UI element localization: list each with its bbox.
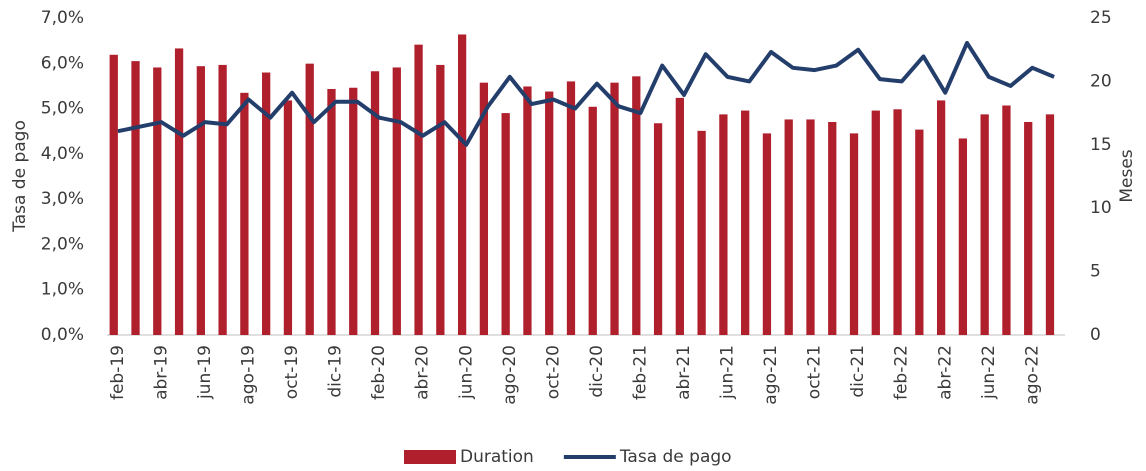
bar — [283, 100, 293, 335]
bar — [675, 97, 684, 335]
x-tick-label: abr-22 — [935, 345, 955, 400]
x-tick-label: dic-20 — [587, 345, 607, 398]
y-tick-label: 7,0% — [41, 8, 84, 28]
x-tick-label: abr-19 — [151, 345, 171, 400]
bar — [893, 109, 902, 336]
x-tick-label: feb-19 — [108, 345, 128, 400]
bar — [762, 133, 772, 335]
x-tick-label: feb-21 — [630, 345, 650, 400]
bar — [632, 76, 641, 335]
x-tick-label: dic-19 — [326, 345, 346, 398]
bar — [849, 133, 859, 335]
y2-axis-title: Meses — [1117, 149, 1137, 202]
y-tick-label: 0,0% — [41, 325, 84, 345]
bar — [828, 121, 837, 335]
bar — [501, 113, 510, 335]
y2-tick-label: 15 — [1090, 135, 1112, 155]
bar — [545, 91, 554, 335]
x-tick-label: jun-21 — [718, 345, 738, 400]
x-tick-label: jun-19 — [195, 345, 215, 400]
bar — [218, 64, 227, 335]
line — [117, 40, 1055, 147]
x-tick-label: jun-20 — [456, 345, 476, 400]
x-tick-label: oct-21 — [805, 345, 825, 399]
x-tick-label: oct-19 — [282, 345, 302, 399]
bar — [109, 54, 118, 335]
bar — [436, 64, 445, 335]
x-tick-label: dic-21 — [848, 345, 868, 398]
bar — [871, 110, 880, 336]
y2-tick-label: 10 — [1090, 198, 1112, 218]
bar — [370, 71, 380, 336]
x-tick-label: oct-20 — [543, 345, 563, 399]
bar — [741, 110, 750, 336]
bar — [414, 44, 423, 336]
bar — [349, 87, 358, 336]
bar — [697, 130, 706, 335]
y-tick-label: 2,0% — [41, 234, 84, 254]
bar — [610, 82, 619, 335]
bar — [523, 86, 532, 335]
bar — [262, 72, 271, 336]
x-tick-label: abr-20 — [413, 345, 433, 400]
y2-tick-label: 25 — [1090, 8, 1112, 28]
y-tick-label: 6,0% — [41, 53, 84, 73]
y-tick-label: 4,0% — [41, 144, 84, 164]
bar — [566, 81, 576, 336]
bar — [1045, 114, 1055, 335]
bar — [196, 66, 205, 336]
bar — [153, 67, 162, 336]
bar — [479, 82, 489, 335]
legend-swatch — [404, 450, 456, 464]
bar — [240, 92, 249, 335]
y2-tick-label: 20 — [1090, 71, 1112, 91]
bar — [980, 114, 989, 335]
bar — [174, 48, 184, 335]
x-tick-label: ago-19 — [239, 345, 259, 405]
x-tick-label: ago-22 — [1022, 345, 1042, 405]
bar — [457, 34, 467, 335]
y-axis-title: Tasa de pago — [10, 120, 30, 233]
y-tick-label: 1,0% — [41, 280, 84, 300]
x-tick-label: feb-20 — [369, 345, 389, 400]
x-tick-label: jun-22 — [979, 345, 999, 400]
bar — [915, 129, 924, 335]
x-tick-label: ago-20 — [500, 345, 520, 405]
legend-label: Tasa de pago — [619, 447, 732, 467]
legend-label: Duration — [460, 447, 534, 467]
bar — [653, 123, 663, 335]
bar — [719, 114, 728, 335]
y-tick-label: 5,0% — [41, 99, 84, 119]
x-tick-label: feb-22 — [892, 345, 912, 400]
y-tick-label: 3,0% — [41, 189, 84, 209]
bar — [305, 63, 314, 335]
bar — [936, 100, 946, 335]
y2-tick-label: 0 — [1090, 325, 1101, 345]
bar — [392, 67, 401, 336]
bar — [1024, 121, 1033, 335]
bar — [131, 61, 140, 335]
bar — [588, 106, 597, 335]
bar — [958, 138, 968, 335]
bar — [1002, 105, 1011, 335]
y2-tick-label: 5 — [1090, 262, 1101, 282]
bar — [327, 89, 336, 336]
bar — [784, 119, 793, 335]
bar — [806, 119, 815, 335]
x-tick-label: ago-21 — [761, 345, 781, 405]
x-tick-label: abr-21 — [674, 345, 694, 400]
